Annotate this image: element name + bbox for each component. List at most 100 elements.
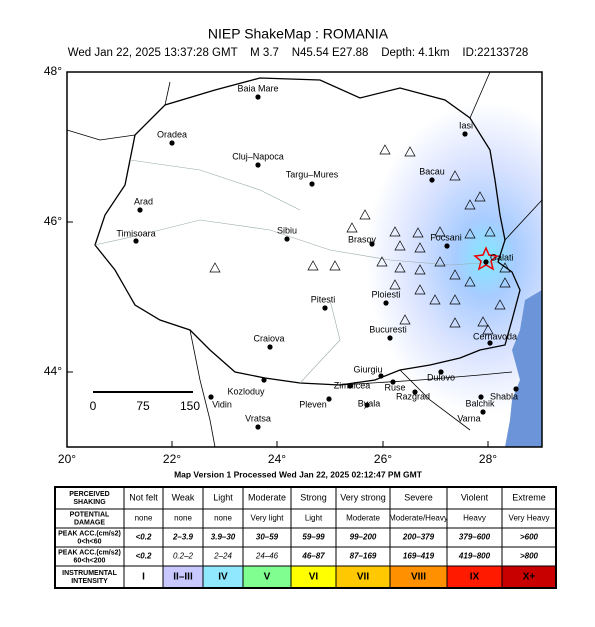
station	[449, 269, 461, 280]
cell-text: Moderate	[346, 514, 380, 523]
city-dot	[483, 259, 489, 265]
cell-text: 30–59	[256, 533, 279, 542]
city-label: Shabla	[490, 391, 518, 401]
cell-text: IV	[218, 572, 228, 583]
city-dot	[412, 389, 418, 395]
lon-label: 20°	[58, 452, 76, 466]
city-dot	[513, 386, 519, 392]
city-label: Vratsa	[245, 413, 271, 423]
lon-label: 28°	[479, 452, 497, 466]
cell-text: <0.2	[136, 533, 152, 542]
romania-border	[94, 77, 521, 386]
row-label: 60<h<200	[74, 557, 106, 564]
cell-text: Severe	[404, 492, 433, 502]
station	[464, 199, 476, 210]
epicenter	[473, 246, 499, 271]
city-label: Pitesti	[311, 294, 336, 304]
row-label: INTENSITY	[71, 578, 108, 585]
city-label: Baia Mare	[237, 83, 278, 93]
city-label: Cluj–Napoca	[232, 151, 284, 161]
city-label: Pleven	[299, 399, 327, 409]
city-dot	[255, 94, 261, 100]
city-dot	[133, 238, 139, 244]
city-label: Oradea	[157, 129, 187, 139]
lat-label: 48°	[44, 64, 62, 78]
city-label: Razgrad	[396, 391, 430, 401]
row-label: SHAKING	[73, 499, 106, 506]
city-label: Kozloduy	[227, 386, 265, 396]
row-label: POTENTIAL	[70, 511, 110, 518]
title: NIEP ShakeMap : ROMANIA	[208, 26, 389, 42]
cell-text: none	[214, 514, 232, 523]
cell-text: >600	[520, 533, 539, 542]
city-dot	[478, 394, 484, 400]
city-label: Dulovo	[427, 372, 455, 382]
city-label: Vidin	[212, 399, 232, 409]
station	[499, 277, 511, 288]
station	[359, 209, 371, 220]
row-label: PERCEIVED	[69, 491, 109, 498]
cell-text: X+	[523, 572, 536, 583]
city-dot	[326, 396, 332, 402]
cell-text: I	[142, 572, 145, 583]
city-label: Bacau	[419, 166, 445, 176]
city-dot	[364, 402, 370, 408]
cell-text: Moderate/Heavy	[389, 514, 448, 523]
city-dot	[387, 335, 393, 341]
cell-text: <0.2	[136, 552, 152, 561]
cell-text: VI	[309, 572, 319, 583]
row-label: DAMAGE	[74, 519, 105, 526]
city-label: Craiova	[253, 333, 284, 343]
station	[464, 228, 476, 239]
city-dot	[284, 236, 290, 242]
station	[346, 222, 358, 233]
city-label: Ploiesti	[371, 289, 400, 299]
station	[394, 240, 406, 251]
station	[414, 264, 426, 275]
cell-text: 87–169	[350, 552, 377, 561]
city-label: Brasov	[348, 234, 377, 244]
cell-text: 2–24	[213, 552, 232, 561]
cell-text: 59–99	[302, 533, 325, 542]
cell-text: Not felt	[129, 492, 158, 502]
station	[484, 226, 496, 237]
city-dot	[462, 131, 468, 137]
cell-text: VIII	[411, 572, 426, 583]
city-label: Bucuresti	[369, 324, 407, 334]
cell-text: >800	[520, 552, 539, 561]
city-label: Zimnicea	[334, 380, 371, 390]
city-dot	[261, 377, 267, 383]
row-label: INSTRUMENTAL	[62, 570, 117, 577]
cell-text: Violent	[461, 492, 489, 502]
station	[414, 284, 426, 295]
station	[399, 314, 411, 325]
cell-text: 0.2–2	[173, 552, 194, 561]
city-label: Sibiu	[277, 225, 297, 235]
row-label: PEAK ACC.(cm/s2)	[58, 549, 121, 556]
cell-text: 379–600	[459, 533, 491, 542]
city-label: Targu–Mures	[286, 169, 339, 179]
cell-text: VII	[357, 572, 369, 583]
station	[329, 260, 341, 271]
cell-text: 419–800	[458, 552, 491, 561]
city-dot	[383, 300, 389, 306]
cell-text: 169–419	[403, 552, 435, 561]
station	[449, 294, 461, 305]
cell-text: 2–3.9	[172, 533, 194, 542]
station	[449, 317, 461, 328]
cell-text: Light	[305, 514, 323, 523]
station	[389, 226, 401, 237]
cell-text: 24–46	[255, 552, 279, 561]
city-label: Arad	[134, 196, 153, 206]
row-label: PEAK ACC.(cm/s2)	[58, 530, 121, 537]
city-dot	[369, 241, 375, 247]
scale-label: 150	[180, 399, 200, 413]
cell-text: IX	[470, 572, 480, 583]
cell-text: 99–200	[350, 533, 377, 542]
city-dot	[137, 207, 143, 213]
station	[376, 256, 388, 267]
scale-label: 75	[136, 399, 150, 413]
city-dot	[487, 340, 493, 346]
cell-text: Strong	[300, 492, 327, 502]
cell-text: 46–87	[301, 552, 325, 561]
